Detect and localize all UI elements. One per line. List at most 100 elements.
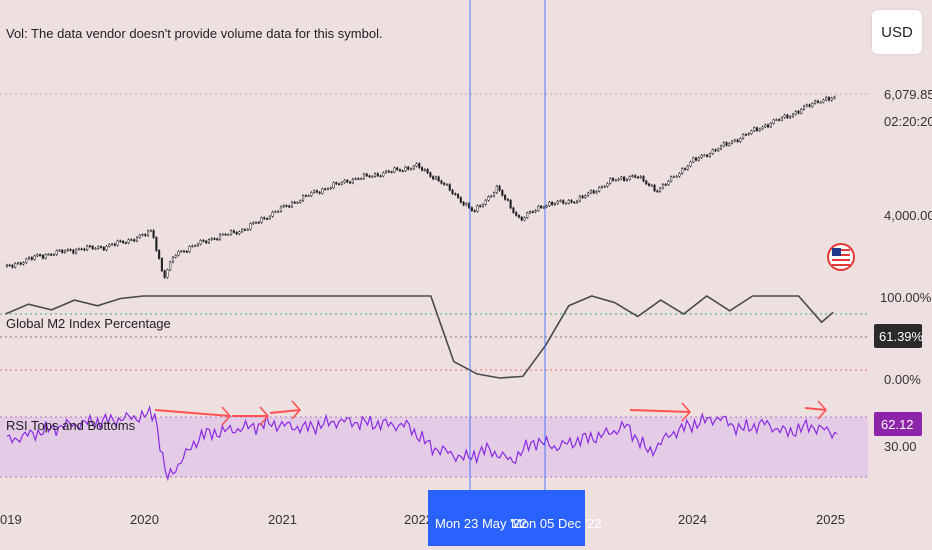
price-candle-body [725,142,728,146]
price-candle-body [11,265,14,268]
price-candle-body [678,173,681,177]
price-candle-body [628,176,631,180]
price-candle-body [47,253,50,256]
price-candle-body [44,254,47,259]
price-candle-body [479,205,482,207]
m2-tick-bottom: 0.00% [884,372,921,387]
rsi-band-fill [0,417,868,477]
price-candle-body [789,116,792,118]
price-candle-body [495,185,498,194]
price-candle-body [517,215,520,218]
price-candle-body [636,176,640,179]
price-candle-body [451,189,454,194]
price-candle-body [91,246,94,249]
price-candle-body [266,218,269,220]
price-candle-body [686,165,689,170]
price-candle-body [509,200,512,209]
price-candle-body [332,182,335,189]
price-candle-body [755,127,759,131]
time-tick-2021: 2021 [268,512,297,527]
price-candle-body [147,230,150,236]
price-candle-body [542,206,545,209]
price-candle-body [825,97,828,101]
price-candle-body [570,200,573,203]
price-candle-body [393,167,396,173]
price-candle-body [681,168,684,174]
price-candle-body [152,230,155,238]
price-candle-body [526,212,529,218]
price-candle-body [551,201,554,205]
price-candle-body [398,169,401,172]
price-candle-body [66,249,69,252]
price-candle-body [194,245,197,248]
price-candle-body [102,247,105,251]
price-candle-body [576,200,579,203]
price-candle-body [218,234,222,240]
price-candle-body [113,243,116,246]
price-candle-body [171,257,175,263]
price-candle-body [476,205,479,212]
price-candle-body [659,187,662,192]
price-candle-body [587,192,590,196]
price-candle-body [108,244,111,247]
price-candle-body [802,105,806,110]
price-candle-body [739,138,742,142]
price-candle-body [324,188,327,191]
price-candle-body [376,173,379,177]
price-candle-body [426,169,429,174]
us-flag-icon[interactable] [827,243,855,271]
currency-button[interactable]: USD [872,10,922,54]
price-candle-body [830,97,833,101]
price-candle-body [437,176,440,182]
price-candle-body [207,239,210,244]
price-candle-body [385,170,388,173]
price-candle-body [349,181,352,184]
price-candle-body [714,149,717,152]
price-candle-body [99,246,103,248]
price-candle-body [683,168,687,170]
price-candle-body [562,200,565,204]
price-candle-body [52,254,55,256]
price-candle-body [670,176,673,182]
price-candle-body [822,99,825,103]
price-candle-body [232,230,235,233]
divergence-arrow-line [154,409,231,417]
crosshair-date-left: Mon 23 May '22 [435,516,527,531]
price-candle-body [30,257,33,260]
price-candle-body [199,240,202,245]
price-candle-body [459,197,462,203]
price-candle-body [260,217,263,223]
price-candle-body [257,222,260,224]
price-candle-body [758,128,761,131]
price-candle-body [282,205,285,208]
price-candle-body [631,175,634,177]
price-candle-body [623,176,626,181]
price-candle-body [492,192,496,197]
price-candle-body [733,139,736,142]
price-candle-body [791,113,795,117]
price-candle-body [606,183,609,187]
price-candle-body [39,254,42,256]
divergence-arrow-line [269,409,301,414]
m2-pane-title: Global M2 Index Percentage [6,316,171,331]
price-candle-body [814,100,817,104]
price-candle-body [819,101,822,104]
price-candle-body [75,249,78,254]
price-candle-body [620,176,623,180]
price-candle-body [354,178,357,180]
price-candle-body [445,184,449,186]
time-tick-2024: 2024 [678,512,707,527]
vol-message: Vol: The data vendor doesn't provide vol… [6,26,383,41]
price-candle-body [401,170,404,173]
price-candle-body [484,199,487,205]
price-candle-body [130,239,133,241]
price-candle-body [498,185,501,191]
price-candle-body [697,157,700,161]
price-candle-body [36,254,39,257]
price-candle-body [421,167,424,171]
price-candle-body [786,114,789,118]
price-candle-body [827,97,830,101]
price-candle-body [116,240,119,246]
price-candle-body [611,178,615,181]
